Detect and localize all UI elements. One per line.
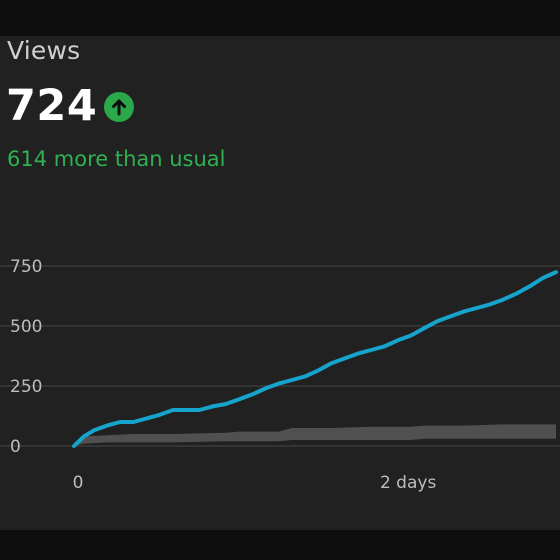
y-tick-label-250: 250 bbox=[10, 377, 42, 397]
x-tick-label-1: 2 days bbox=[380, 473, 436, 493]
y-tick-label-500: 500 bbox=[10, 317, 42, 337]
views-series-line bbox=[72, 270, 558, 448]
views-line-chart: 0 250 500 750 0 2 days bbox=[0, 257, 560, 493]
x-tick-label-0: 0 bbox=[73, 473, 84, 493]
y-tick-label-0: 0 bbox=[10, 437, 21, 457]
stats-card bbox=[0, 36, 560, 530]
y-tick-label-750: 750 bbox=[10, 257, 42, 277]
metric-value: 724 bbox=[6, 81, 98, 131]
arrow-up-icon bbox=[104, 92, 134, 122]
comparison-text: 614 more than usual bbox=[7, 147, 226, 171]
metric-title: Views bbox=[7, 36, 81, 65]
usual-range-band bbox=[74, 424, 556, 446]
